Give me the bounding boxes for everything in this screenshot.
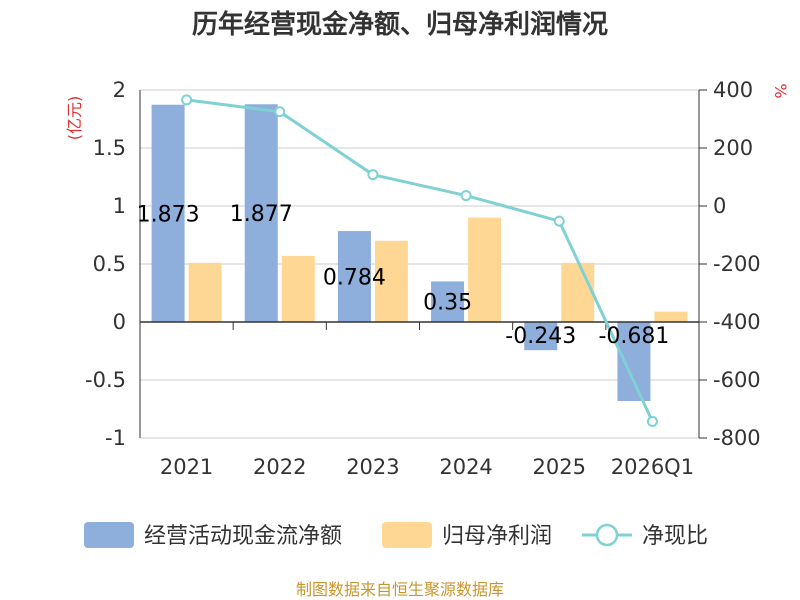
data-label-cashflow: 1.877 (230, 202, 293, 227)
x-tick-label: 2023 (346, 455, 399, 479)
x-tick-label: 2026Q1 (611, 455, 694, 479)
legend-marker-ratio (595, 523, 619, 547)
data-label-cashflow: -0.681 (598, 324, 669, 349)
right-tick-label: -600 (713, 368, 761, 392)
gridlines (140, 89, 699, 439)
left-tick-label: 1.5 (93, 136, 126, 160)
ratio-point (646, 415, 658, 427)
left-tick-label: -0.5 (85, 368, 126, 392)
bar-netprofit (374, 240, 408, 322)
left-tick-label: 2 (113, 78, 126, 102)
x-tick-label: 2025 (533, 455, 586, 479)
bars (151, 104, 688, 401)
legend-swatch-cashflow (84, 522, 134, 548)
bar-netprofit (188, 262, 222, 322)
right-axis-unit: % (771, 83, 790, 98)
legend-swatch-netprofit (382, 522, 432, 548)
data-label-cashflow: 0.35 (423, 291, 472, 316)
ratio-line-path (186, 98, 654, 423)
data-labels: 1.873 1.877 0.784 0.35 -0.243 -0.681 (137, 202, 670, 349)
legend-label-cashflow: 经营活动现金流净额 (144, 524, 342, 549)
left-tick-label: 1 (113, 194, 126, 218)
right-tick-label: -800 (713, 426, 761, 450)
right-tick-label: -400 (713, 310, 761, 334)
ratio-point (553, 215, 565, 227)
ratio-point (181, 94, 193, 106)
x-tick-label: 2022 (253, 455, 306, 479)
legend-label-netprofit: 归母净利润 (442, 524, 552, 549)
data-label-cashflow: -0.243 (505, 324, 576, 349)
right-tick-label: -200 (713, 252, 761, 276)
bar-netprofit (281, 255, 315, 322)
source-note: 制图数据来自恒生聚源数据库 (296, 580, 504, 599)
axes: -1 -0.5 0 0.5 1 1.5 2 -800 -600 -400 -200 0 200 400 20… (85, 78, 761, 479)
right-tick-label: 0 (713, 194, 726, 218)
bar-netprofit (654, 311, 688, 322)
left-tick-label: -1 (105, 426, 126, 450)
x-tick-label: 2024 (439, 455, 492, 479)
right-tick-label: 200 (713, 136, 753, 160)
ratio-point (274, 106, 286, 118)
ratio-point (460, 190, 472, 202)
legend-label-ratio: 净现比 (642, 524, 708, 549)
bar-cashflow (524, 322, 558, 351)
right-tick-label: 400 (713, 78, 753, 102)
left-tick-label: 0 (113, 310, 126, 334)
data-label-cashflow: 1.873 (137, 202, 200, 227)
left-tick-label: 0.5 (93, 252, 126, 276)
bar-cashflow (337, 231, 371, 322)
data-label-cashflow: 0.784 (323, 266, 386, 291)
bar-netprofit (561, 262, 595, 322)
chart-title: 历年经营现金净额、归母净利润情况 (192, 9, 608, 40)
bar-cashflow (431, 281, 465, 322)
bar-cashflow (151, 104, 185, 323)
bar-netprofit (468, 217, 502, 322)
bar-cashflow (244, 104, 278, 322)
ratio-point (367, 169, 379, 181)
x-tick-label: 2021 (160, 455, 213, 479)
ratio-line (181, 94, 658, 427)
legend: 经营活动现金流净额 归母净利润 净现比 (84, 522, 708, 549)
left-axis-unit: (亿元) (65, 96, 84, 141)
